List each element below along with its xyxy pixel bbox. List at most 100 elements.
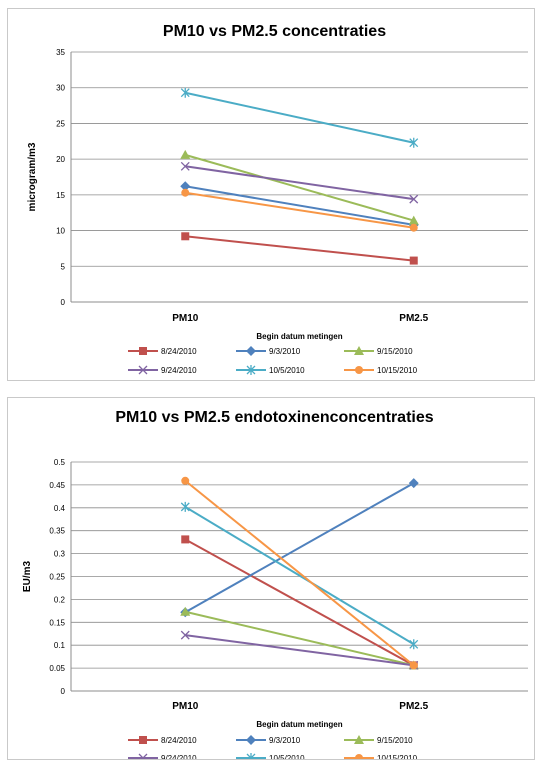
chart-concentraties: PM10 vs PM2.5 concentraties 0 5 10 15 20 25 30 3… (7, 8, 535, 381)
series-8-24-2010 (181, 232, 418, 265)
legend-marker (138, 753, 148, 759)
legend-item: 10/15/2010 (344, 366, 418, 375)
y-tick-label: 0.2 (54, 595, 66, 604)
x-category-label: PM2.5 (399, 313, 428, 324)
series-9-3-2010-point (180, 181, 191, 192)
legend-marker (354, 735, 364, 744)
legend-label: 9/15/2010 (377, 736, 413, 745)
legend-label: 8/24/2010 (161, 347, 197, 356)
legend-item: 8/24/2010 (128, 736, 197, 745)
series-9-3-2010-point (408, 478, 419, 489)
series-10-5-2010-line (185, 91, 414, 144)
series-9-15-2010 (180, 149, 419, 225)
y-tick-label: 0.4 (54, 504, 66, 513)
series-9-24-2010-point (180, 161, 190, 171)
y-tick-label: 0.15 (49, 618, 65, 627)
y-tick-label: 0.45 (49, 481, 65, 490)
series-9-3-2010 (180, 478, 419, 618)
legend-label: 9/24/2010 (161, 366, 197, 375)
series-9-24-2010 (180, 630, 419, 670)
chart-svg-concentraties: PM10 vs PM2.5 concentraties 0 5 10 15 20 25 30 3… (27, 23, 528, 375)
series-9-15-2010 (180, 606, 419, 670)
y-tick-label: 25 (56, 119, 65, 128)
series-8-24-2010-point (181, 232, 190, 241)
legend-item: 10/5/2010 (236, 753, 305, 759)
legend-item: 9/3/2010 (236, 735, 301, 745)
x-category-label: PM10 (172, 313, 199, 324)
y-tick-label: 30 (56, 84, 65, 93)
y-tick-label: 0.05 (49, 664, 65, 673)
y-tick-label: 0 (61, 687, 66, 696)
legend-marker (246, 753, 256, 759)
y-tick-labels: 0 0.05 0.1 0.15 0.2 0.25 0.3 0.35 0.4 0.45 0.5 (49, 458, 65, 696)
x-axis-title: Begin datum metingen (256, 720, 342, 729)
chart-title: PM10 vs PM2.5 concentraties (163, 23, 386, 40)
legend-marker (354, 346, 364, 355)
legend-label: 10/5/2010 (269, 754, 305, 759)
legend-label: 10/15/2010 (377, 754, 418, 759)
chart-svg-endotoxinen: PM10 vs PM2.5 endotoxinenconcentraties 0 0… (22, 409, 528, 759)
legend: 8/24/2010 9/3/2010 9/15/2010 9/24/2010 10/5/… (128, 346, 418, 375)
series-8-24-2010-line (185, 235, 414, 262)
series-10-15-2010-point (409, 661, 418, 670)
legend-item: 10/15/2010 (344, 754, 418, 759)
legend-item: 10/5/2010 (236, 365, 305, 375)
x-category-labels: PM10 PM2.5 (172, 701, 428, 712)
x-category-label: PM2.5 (399, 701, 428, 712)
series-9-24-2010-line (185, 634, 414, 667)
legend-label: 10/15/2010 (377, 366, 418, 375)
x-axis-title: Begin datum metingen (256, 332, 342, 341)
legend-item: 9/15/2010 (344, 346, 413, 356)
series-10-5-2010-point (180, 501, 190, 512)
series-10-5-2010-point (180, 87, 190, 98)
series-9-24-2010-point (409, 194, 419, 204)
series-9-3-2010-line (184, 482, 415, 614)
legend-item: 9/24/2010 (128, 753, 197, 759)
y-tick-label: 0.3 (54, 550, 66, 559)
legend-marker (139, 736, 147, 744)
legend-item: 8/24/2010 (128, 347, 197, 356)
legend-label: 9/15/2010 (377, 347, 413, 356)
legend-marker (355, 366, 363, 374)
legend-marker (355, 754, 363, 759)
gridlines (71, 51, 528, 303)
series-9-15-2010-line (184, 153, 415, 222)
series-10-5-2010-line (184, 506, 415, 646)
series-10-15-2010 (181, 476, 418, 670)
series-9-24-2010-point (180, 630, 190, 640)
gridlines (71, 461, 528, 692)
y-tick-label: 0 (61, 298, 66, 307)
series-10-15-2010 (181, 188, 418, 232)
y-tick-label: 0.5 (54, 458, 66, 467)
legend-label: 9/24/2010 (161, 754, 197, 759)
series-10-5-2010 (180, 501, 419, 650)
x-category-label: PM10 (172, 701, 199, 712)
series-10-15-2010-point (409, 223, 418, 232)
series-10-15-2010-line (185, 191, 414, 229)
series-8-24-2010-line (184, 538, 415, 667)
legend-marker (246, 365, 256, 375)
series-8-24-2010-point (409, 256, 418, 265)
series-9-15-2010-point (180, 149, 191, 159)
legend-label: 10/5/2010 (269, 366, 305, 375)
legend-marker (139, 347, 147, 355)
legend-marker (246, 735, 256, 745)
y-tick-label: 20 (56, 155, 65, 164)
y-tick-label: 15 (56, 191, 65, 200)
series-9-3-2010-line (185, 185, 414, 226)
series-10-15-2010-point (181, 476, 190, 485)
legend-label: 8/24/2010 (161, 736, 197, 745)
y-tick-label: 5 (61, 262, 66, 271)
legend-item: 9/3/2010 (236, 346, 301, 356)
y-tick-label: 10 (56, 227, 65, 236)
series-9-15-2010-point (408, 215, 419, 225)
series-9-15-2010-point (180, 606, 191, 616)
series-9-15-2010-line (185, 610, 414, 667)
legend: 8/24/2010 9/3/2010 9/15/2010 9/24/2010 10/5/… (128, 735, 418, 759)
y-axis-title: microgram/m3 (27, 142, 38, 211)
series-10-15-2010-line (184, 480, 415, 667)
series-10-5-2010-point (409, 639, 419, 650)
y-tick-labels: 0 5 10 15 20 25 30 35 (56, 48, 65, 307)
series-8-24-2010-point (181, 535, 190, 544)
chart-title: PM10 vs PM2.5 endotoxinenconcentraties (115, 409, 433, 426)
